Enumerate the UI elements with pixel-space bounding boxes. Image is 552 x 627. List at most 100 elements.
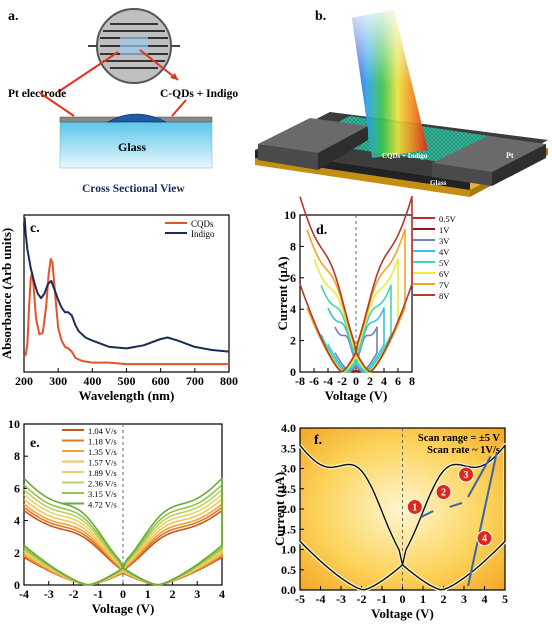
y-tick-label: 10	[8, 417, 20, 431]
x-axis-label: Voltage (V)	[92, 601, 155, 616]
y-tick-label: 0.0	[281, 583, 296, 597]
y-tick-label: 2.0	[281, 502, 296, 516]
x-tick-label: 600	[152, 374, 170, 388]
series-1-57-V-s-loop	[23, 498, 223, 586]
y-tick-label: 4.0	[281, 421, 296, 435]
panel-label: e.	[30, 436, 40, 451]
legend-label: 4.72 V/s	[88, 500, 117, 510]
x-tick-label: -1	[93, 587, 103, 601]
legend-label: 0.5V	[439, 214, 457, 224]
legend-label: 1.18 V/s	[88, 437, 117, 447]
x-tick-label: -1	[377, 592, 387, 606]
glass-label-a: Glass	[118, 140, 146, 154]
legend-label: 4V	[439, 247, 450, 257]
x-tick-label: 3	[461, 592, 467, 606]
y-tick-label: 4	[14, 514, 20, 528]
x-tick-label: 1	[145, 587, 151, 601]
panel-b: b. CQDs + Indigo Pt Pt Glass	[255, 9, 548, 197]
x-tick-label: -4	[323, 374, 333, 388]
legend-label: 1.57 V/s	[88, 458, 117, 468]
step-badge-label: 2	[441, 487, 446, 498]
panel-label: c.	[30, 221, 40, 236]
y-tick-label: 1.0	[281, 543, 296, 557]
step-badge-3	[458, 466, 475, 483]
x-tick-label: -3	[336, 592, 346, 606]
pt-right-label: Pt	[506, 151, 514, 160]
x-tick-label: -3	[44, 587, 54, 601]
legend-label: 8V	[439, 291, 450, 301]
y-tick-label: 0.5	[281, 563, 296, 577]
x-tick-label: 300	[49, 374, 67, 388]
legend-label: 3.15 V/s	[88, 489, 117, 499]
series-8V-loop	[299, 195, 413, 373]
x-tick-label: -4	[19, 587, 29, 601]
y-tick-label: 0	[14, 578, 20, 592]
x-tick-label: 3	[194, 587, 200, 601]
x-tick-label: 4	[482, 592, 488, 606]
glass-label-b: Glass	[430, 179, 447, 187]
x-tick-label: 5	[502, 592, 508, 606]
panel-a: a. Pt electrode C-QDs + Indigo	[8, 8, 238, 195]
x-tick-label: 4	[219, 587, 225, 601]
y-tick-label: 3.5	[281, 441, 296, 455]
step-badge-4	[476, 530, 493, 547]
legend-label: 6V	[439, 269, 450, 279]
x-tick-label: -2	[357, 592, 367, 606]
y-tick-label: 10	[284, 208, 296, 222]
y-axis-label: Current (µA)	[272, 472, 287, 546]
panel-label: d.	[316, 223, 327, 238]
x-tick-label: -2	[69, 587, 79, 601]
pt-left-label: Pt	[286, 171, 294, 180]
y-tick-label: 2	[14, 546, 20, 560]
legend-label: 3V	[439, 236, 450, 246]
x-tick-label: 2	[441, 592, 447, 606]
y-axis-label: Current (µA)	[275, 256, 290, 330]
step-badge-label: 4	[482, 534, 487, 545]
x-axis-label: Voltage (V)	[371, 606, 434, 621]
legend-label: Indigo	[191, 229, 215, 239]
x-tick-label: 200	[15, 374, 33, 388]
step-badge-2	[435, 483, 452, 500]
legend-label: 1.89 V/s	[88, 468, 117, 478]
scan-note: Scan range = ±5 V	[418, 433, 501, 444]
x-tick-label: 8	[409, 374, 415, 388]
legend-label: 1V	[439, 225, 450, 235]
y-tick-label: 3.0	[281, 462, 296, 476]
legend-label: 1.04 V/s	[88, 426, 117, 436]
panel-c: 200 300 400 500 600 700 800 Wavelength (nm) Abso…	[0, 214, 238, 403]
x-axis-label: Voltage (V)	[325, 388, 388, 403]
x-tick-label: -6	[309, 374, 319, 388]
x-axis-label: Wavelength (nm)	[79, 388, 175, 403]
y-tick-label: 4	[290, 302, 296, 316]
sweep-arrow-2	[449, 501, 463, 508]
x-tick-label: 400	[83, 374, 101, 388]
x-tick-label: 4	[381, 374, 387, 388]
y-tick-label: 0	[290, 365, 296, 379]
legend-label: 7V	[439, 280, 450, 290]
panel-label: f.	[314, 433, 322, 448]
x-tick-label: 6	[395, 374, 401, 388]
panel-f: -5 -4 -3 -2 -1 0 1 2 3 4 50.00.51.01.52.02.53.03.5…	[272, 421, 508, 621]
scan-note: Scan rate ~ 1V/s	[427, 445, 500, 456]
pt-electrode-label: Pt electrode	[8, 88, 66, 100]
step-badge-label: 3	[464, 470, 469, 481]
cross-section: Glass	[39, 92, 213, 169]
iv-loop	[299, 444, 506, 591]
y-tick-label: 1.5	[281, 522, 296, 536]
cross-section-caption: Cross Sectional View	[82, 183, 185, 195]
y-tick-label: 8	[290, 239, 296, 253]
y-tick-label: 6	[290, 271, 296, 285]
x-tick-label: 500	[118, 374, 136, 388]
x-tick-label: 2	[367, 374, 373, 388]
x-tick-label: -5	[295, 592, 305, 606]
legend-label: 1.35 V/s	[88, 447, 117, 457]
y-tick-label: 2	[290, 334, 296, 348]
step-badge-label: 1	[412, 502, 417, 513]
sweep-arrow-1	[420, 510, 434, 518]
legend-label: 5V	[439, 258, 450, 268]
y-tick-label: 8	[14, 449, 20, 463]
series-cqds-line	[23, 258, 229, 366]
sweep-arrow-4	[467, 452, 498, 587]
